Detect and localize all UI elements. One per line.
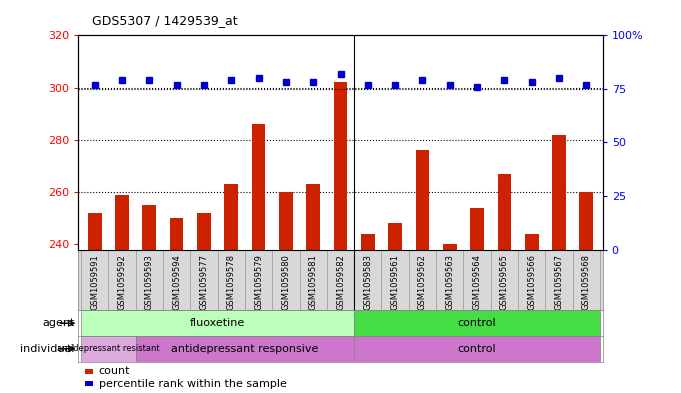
Bar <box>415 150 429 250</box>
Bar <box>115 195 129 250</box>
Bar <box>88 213 101 250</box>
Bar <box>197 213 211 250</box>
Text: control: control <box>458 344 496 354</box>
Bar <box>81 336 136 362</box>
Text: antidepressant responsive: antidepressant responsive <box>171 344 319 354</box>
Text: GSM1059582: GSM1059582 <box>336 254 345 310</box>
Text: count: count <box>99 366 130 376</box>
Text: GSM1059577: GSM1059577 <box>200 254 208 310</box>
Bar <box>334 83 347 250</box>
Text: GSM1059594: GSM1059594 <box>172 254 181 310</box>
Bar <box>552 135 566 250</box>
Text: GSM1059565: GSM1059565 <box>500 254 509 310</box>
Bar <box>388 224 402 250</box>
Text: GSM1059564: GSM1059564 <box>473 254 481 310</box>
Text: GSM1059592: GSM1059592 <box>118 254 127 310</box>
Text: GSM1059563: GSM1059563 <box>445 254 454 310</box>
Bar <box>470 208 484 250</box>
Text: GSM1059578: GSM1059578 <box>227 254 236 310</box>
Text: control: control <box>458 318 496 328</box>
Bar <box>170 218 183 250</box>
Text: fluoxetine: fluoxetine <box>190 318 245 328</box>
Bar <box>580 192 593 250</box>
Text: agent: agent <box>42 318 75 328</box>
Text: GSM1059561: GSM1059561 <box>391 254 400 310</box>
Bar <box>81 310 354 336</box>
Bar <box>279 192 293 250</box>
Bar <box>306 184 320 250</box>
Text: GSM1059562: GSM1059562 <box>418 254 427 310</box>
Bar <box>354 310 600 336</box>
Bar <box>361 234 375 250</box>
Bar <box>354 336 600 362</box>
Text: GSM1059568: GSM1059568 <box>582 254 591 310</box>
Text: GSM1059591: GSM1059591 <box>90 254 99 310</box>
Text: GSM1059593: GSM1059593 <box>145 254 154 310</box>
Text: antidepressant resistant: antidepressant resistant <box>57 344 159 353</box>
Text: individual: individual <box>20 344 75 354</box>
Bar <box>225 184 238 250</box>
Text: GSM1059579: GSM1059579 <box>254 254 263 310</box>
Text: GSM1059580: GSM1059580 <box>281 254 290 310</box>
Bar <box>498 174 511 250</box>
Text: percentile rank within the sample: percentile rank within the sample <box>99 378 287 389</box>
Text: GSM1059583: GSM1059583 <box>363 254 373 310</box>
Text: GSM1059566: GSM1059566 <box>527 254 536 310</box>
Bar <box>136 336 354 362</box>
Text: GDS5307 / 1429539_at: GDS5307 / 1429539_at <box>92 15 238 28</box>
Text: GSM1059567: GSM1059567 <box>554 254 563 310</box>
Bar <box>443 244 456 250</box>
Bar <box>142 205 156 250</box>
Bar <box>525 234 539 250</box>
Bar <box>252 124 266 250</box>
Text: GSM1059581: GSM1059581 <box>308 254 318 310</box>
